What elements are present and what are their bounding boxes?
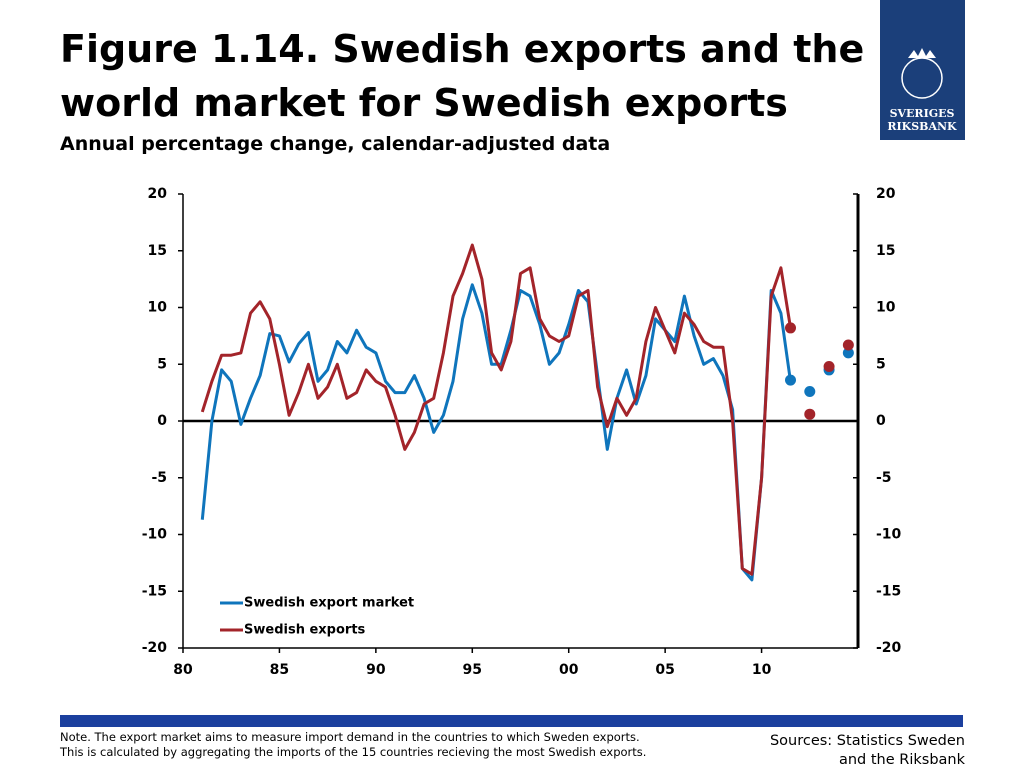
note: Note. The export market aims to measure … [60, 730, 640, 744]
y2-tick-label: 5 [876, 356, 886, 372]
x-tick-label: 90 [366, 662, 386, 678]
y2-tick-label: 15 [876, 243, 895, 259]
y-tick-label: 20 [148, 186, 168, 202]
sources: Sources: Statistics Sweden [770, 733, 965, 749]
logo-box [880, 0, 965, 140]
y2-tick-label: -15 [876, 583, 901, 599]
y2-tick-label: -20 [876, 640, 902, 656]
y-tick-label: -10 [142, 527, 168, 543]
series-line [200, 243, 792, 576]
x-tick-label: 05 [655, 662, 674, 678]
y2-tick-label: 20 [876, 186, 896, 202]
logo-text: SVERIGES [890, 107, 955, 120]
x-tick-label: 10 [752, 662, 772, 678]
legend-label: Swedish exports [244, 623, 366, 638]
y-tick-label: -5 [151, 470, 167, 486]
forecast-dot [804, 408, 816, 420]
forecast-dot [785, 374, 796, 386]
logo-crown [908, 48, 936, 58]
forecast-dot [842, 347, 854, 359]
footer-bar [60, 715, 963, 727]
y2-tick-label: 0 [876, 413, 886, 429]
y2-tick-label: -5 [876, 470, 892, 486]
y2-tick-label: 10 [876, 300, 896, 316]
forecast-dot [804, 385, 816, 397]
series-line [200, 283, 792, 582]
forecast-dot [785, 322, 796, 334]
y-tick-label: 10 [148, 300, 168, 316]
x-tick-label: 00 [559, 662, 579, 678]
x-tick-label: 95 [463, 662, 482, 678]
forecast-dot [842, 339, 854, 351]
y-tick-label: 15 [148, 243, 167, 259]
title-line: world market for Swedish exports [60, 81, 788, 125]
y2-tick-label: -10 [876, 527, 902, 543]
subtitle: Annual percentage change, calendar-adjus… [60, 133, 610, 155]
y-tick-label: -20 [142, 640, 168, 656]
sources: and the Riksbank [839, 752, 966, 768]
note: This is calculated by aggregating the im… [59, 745, 646, 759]
legend-label: Swedish export market [244, 596, 414, 611]
y-tick-label: -15 [142, 583, 167, 599]
y-tick-label: 0 [157, 413, 167, 429]
x-tick-label: 85 [270, 662, 289, 678]
y-tick-label: 5 [157, 356, 167, 372]
forecast-dot [823, 361, 835, 373]
logo-text: RIKSBANK [887, 120, 957, 133]
title-line: Figure 1.14. Swedish exports and the [60, 27, 864, 71]
x-tick-label: 80 [173, 662, 193, 678]
